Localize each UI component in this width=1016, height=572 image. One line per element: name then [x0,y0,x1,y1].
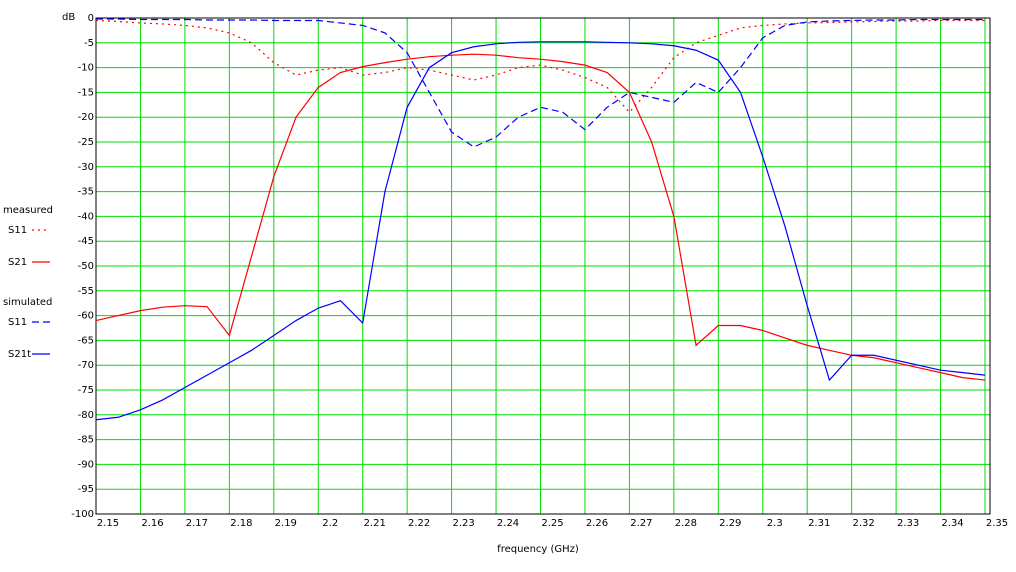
x-tick-label: 2.19 [275,518,297,529]
x-tick-label: 2.27 [630,518,652,529]
legend-label: S21 [8,257,27,268]
y-tick-label: -40 [78,211,94,222]
x-tick-label: 2.22 [408,518,430,529]
y-tick-label: -45 [78,236,94,247]
y-tick-label: -60 [78,311,94,322]
y-tick-label: -100 [71,509,94,520]
x-tick-label: 2.35 [986,518,1008,529]
x-tick-label: 2.29 [719,518,741,529]
legend-group-title: simulated [3,297,52,308]
y-tick-label: 0 [88,13,94,24]
x-tick-label: 2.34 [941,518,963,529]
x-tick-label: 2.25 [541,518,563,529]
x-tick-label: 2.31 [808,518,830,529]
legend-label: S21t [8,349,31,360]
plot-border [95,17,991,515]
y-tick-label: -5 [84,38,94,49]
y-tick-label: -80 [78,410,94,421]
y-tick-label: -65 [78,335,94,346]
x-tick-label: 2.33 [897,518,919,529]
x-tick-label: 2.15 [97,518,119,529]
y-tick-label: -95 [78,484,94,495]
y-tick-label: -75 [78,385,94,396]
legend-label: S11 [8,225,27,236]
series-line [95,19,985,114]
y-tick-label: -90 [78,459,94,470]
series-line [96,18,985,148]
x-tick-label: 2.24 [497,518,519,529]
x-tick-label: 2.18 [230,518,252,529]
y-tick-label: -10 [78,63,94,74]
x-tick-label: 2.17 [186,518,208,529]
y-tick-label: -15 [78,87,94,98]
y-tick-label: -30 [78,162,94,173]
x-tick-label: 2.26 [586,518,608,529]
x-tick-label: 2.23 [452,518,474,529]
legend-label: S11 [8,317,27,328]
series-line [95,41,986,421]
y-tick-label: -85 [78,435,94,446]
y-tick-label: -50 [78,261,94,272]
series-line [95,53,986,381]
x-tick-label: 2.3 [767,518,783,529]
x-tick-label: 2.2 [322,518,338,529]
y-axis-label: dB [62,12,75,23]
legend-group-title: measured [3,205,53,216]
x-tick-label: 2.16 [141,518,163,529]
x-tick-label: 2.32 [853,518,875,529]
x-tick-label: 2.21 [364,518,386,529]
y-tick-label: -55 [78,286,94,297]
y-tick-label: -20 [78,112,94,123]
y-tick-label: -35 [78,187,94,198]
x-axis-label: frequency (GHz) [497,544,579,555]
y-tick-label: -70 [78,360,94,371]
y-tick-label: -25 [78,137,94,148]
x-tick-label: 2.28 [675,518,697,529]
